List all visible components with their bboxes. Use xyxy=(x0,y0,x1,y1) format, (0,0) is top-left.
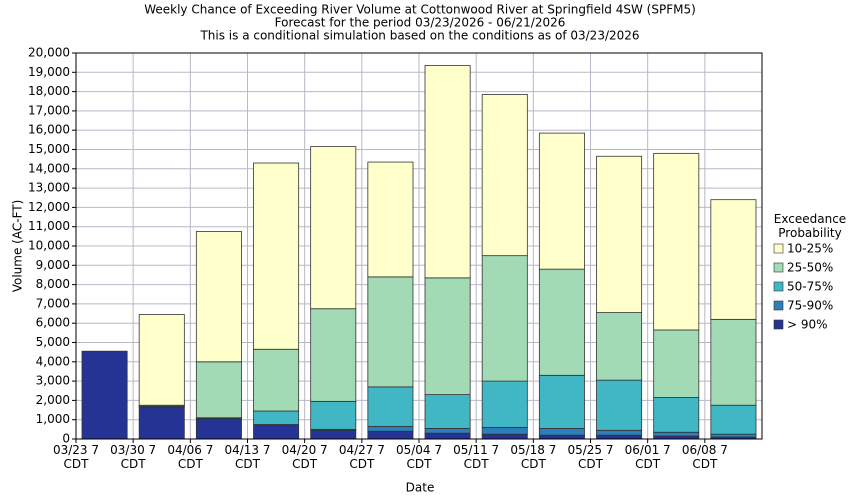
bar-segment xyxy=(653,397,700,433)
x-tick-label: 04/13 7 CDT xyxy=(224,443,271,471)
bar-segment xyxy=(310,429,357,440)
y-tick-label: 15,000 xyxy=(28,142,70,156)
y-axis-title: Volume (AC-FT) xyxy=(11,200,25,293)
y-tick-label: 13,000 xyxy=(28,181,70,195)
bar-segment xyxy=(596,429,643,436)
legend-label: 10-25% xyxy=(787,242,833,256)
bar-segment xyxy=(481,427,528,435)
bar-segment xyxy=(253,348,300,412)
bar-segment xyxy=(81,350,128,440)
legend-label: 75-90% xyxy=(787,299,833,313)
y-tick-label: 7,000 xyxy=(36,296,70,310)
y-tick-label: 19,000 xyxy=(28,65,70,79)
bar-segment xyxy=(310,308,357,402)
x-tick-label: 05/04 7 CDT xyxy=(395,443,443,471)
bar-segment xyxy=(653,329,700,398)
x-tick-label: 04/06 7 CDT xyxy=(167,443,214,471)
bar-segment xyxy=(253,162,300,350)
bar-segment xyxy=(538,132,585,270)
y-tick-label: 12,000 xyxy=(28,200,70,214)
y-tick-label: 14,000 xyxy=(28,161,70,175)
x-tick-label: 03/30 7 CDT xyxy=(110,443,157,471)
bar-segment xyxy=(538,434,585,440)
bar-segment xyxy=(195,231,242,363)
bar-segment xyxy=(481,255,528,382)
legend-swatch xyxy=(773,300,784,311)
bar-segment xyxy=(481,380,528,428)
legend-title: Exceedance Probability xyxy=(773,212,847,240)
legend-swatch xyxy=(773,281,784,292)
y-tick-label: 4,000 xyxy=(36,354,70,368)
chart-title: Weekly Chance of Exceeding River Volume … xyxy=(144,3,696,17)
x-tick-label: 05/18 7 CDT xyxy=(510,443,557,471)
y-tick-label: 11,000 xyxy=(28,219,70,233)
bar-segment xyxy=(710,404,757,435)
chart-note: This is a conditional simulation based o… xyxy=(199,29,639,43)
bar-segment xyxy=(367,386,414,427)
y-tick-label: 18,000 xyxy=(28,84,70,98)
bar-segment xyxy=(367,430,414,440)
bar-segment xyxy=(710,433,757,438)
bar-segment xyxy=(710,318,757,406)
x-tick-label: 06/08 7 CDT xyxy=(681,443,728,471)
y-tick-label: 2,000 xyxy=(36,393,70,407)
x-tick-label: 04/20 7 CDT xyxy=(281,443,328,471)
y-tick-label: 1,000 xyxy=(36,412,70,426)
chart-subtitle: Forecast for the period 03/23/2026 - 06/… xyxy=(275,16,566,30)
y-tick-label: 5,000 xyxy=(36,335,70,349)
legend-swatch xyxy=(773,243,784,254)
legend-label: > 90% xyxy=(787,318,828,332)
bar-segment xyxy=(310,400,357,430)
bar-segment xyxy=(367,276,414,388)
bar-segment xyxy=(596,312,643,381)
bar-segment xyxy=(253,410,300,425)
bar-segment xyxy=(253,425,300,440)
bar-segment xyxy=(424,65,471,279)
bar-segment xyxy=(596,379,643,431)
y-tick-label: 8,000 xyxy=(36,277,70,291)
bar-segment xyxy=(538,374,585,429)
bar-segment xyxy=(653,152,700,331)
bar-segment xyxy=(138,406,185,440)
legend-swatch xyxy=(773,262,784,273)
y-tick-label: 3,000 xyxy=(36,374,70,388)
bar-segment xyxy=(424,394,471,429)
bar-segment xyxy=(538,427,585,436)
x-tick-label: 03/23 7 CDT xyxy=(52,443,100,471)
bar-segment xyxy=(367,161,414,278)
plot-border xyxy=(75,52,763,440)
bar-segment xyxy=(424,432,471,440)
y-tick-label: 17,000 xyxy=(28,103,70,117)
bar-segment xyxy=(138,314,185,406)
bar-segment xyxy=(195,361,242,419)
bar-segment xyxy=(481,94,528,257)
legend-label: 25-50% xyxy=(787,261,833,275)
y-tick-label: 9,000 xyxy=(36,258,70,272)
x-tick-label: 05/11 7 CDT xyxy=(453,443,500,471)
bar-segment xyxy=(424,427,471,434)
y-tick-label: 10,000 xyxy=(28,239,70,253)
bar-segment xyxy=(367,426,414,432)
x-tick-label: 06/01 7 CDT xyxy=(624,443,671,471)
legend-swatch xyxy=(773,319,784,330)
bar-segment xyxy=(596,434,643,440)
bar-segment xyxy=(710,199,757,320)
bar-segment xyxy=(538,268,585,376)
bar-segment xyxy=(424,277,471,396)
x-tick-label: 05/25 7 CDT xyxy=(567,443,614,471)
bar-segment xyxy=(481,433,528,440)
y-tick-label: 6,000 xyxy=(36,316,70,330)
x-tick-label: 04/27 7 CDT xyxy=(338,443,385,471)
y-tick-label: 16,000 xyxy=(28,123,70,137)
bar-segment xyxy=(596,155,643,313)
legend-label: 50-75% xyxy=(787,280,833,294)
bar-segment xyxy=(653,431,700,437)
bar-segment xyxy=(195,418,242,440)
x-axis-title: Date xyxy=(406,481,435,495)
bar-segment xyxy=(310,146,357,310)
y-tick-label: 0 xyxy=(62,432,70,446)
y-tick-label: 20,000 xyxy=(28,46,70,60)
